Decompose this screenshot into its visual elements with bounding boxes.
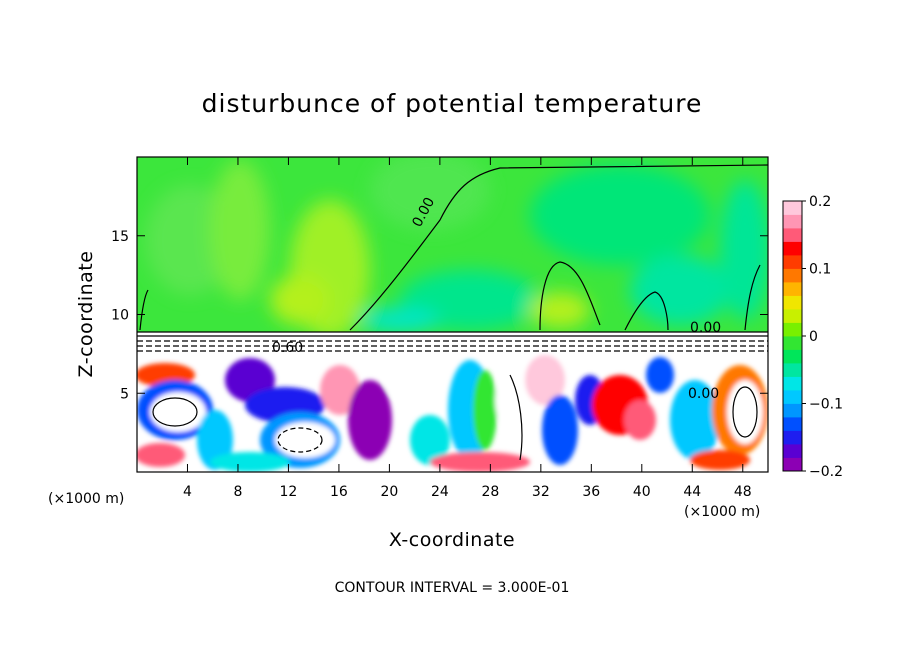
y-tick-label: 10 (111, 308, 129, 324)
colorbar-cell (783, 309, 802, 323)
colorbar-ticks: 0.2 0.1 0 −0.1 −0.2 (802, 194, 843, 480)
colorbar-cell (783, 363, 802, 377)
lower-layer-turbulence (137, 355, 768, 472)
y-axis-ticks: 5 10 15 (111, 229, 768, 402)
contour-lines (137, 164, 768, 461)
colorbar-cell (783, 228, 802, 242)
y-tick-label: 15 (111, 229, 129, 245)
colorbar-cell (783, 349, 802, 364)
colorbar-cell (783, 322, 802, 337)
colorbar-cell (783, 376, 802, 391)
x-tick-label: 16 (330, 484, 348, 500)
colorbar-cell (783, 336, 802, 350)
colorbar-cell (783, 255, 802, 269)
x-tick-label: 4 (183, 484, 192, 500)
colorbar: 0.2 0.1 0 −0.1 −0.2 (782, 194, 843, 480)
x-tick-label: 32 (532, 484, 550, 500)
inversion-band (137, 332, 768, 352)
colorbar-cell (783, 201, 802, 215)
colorbar-cell (783, 282, 802, 296)
contour-label-band: 0.60 (272, 340, 303, 356)
x-tick-label: 44 (683, 484, 701, 500)
x-tick-label: 12 (280, 484, 298, 500)
x-tick-label: 48 (734, 484, 752, 500)
colorbar-cell (783, 430, 802, 445)
colorbar-cell (783, 403, 802, 418)
colorbar-cell (783, 417, 802, 431)
x-axis-ticks: 4 8 12 16 20 24 28 32 36 40 44 48 (183, 157, 752, 500)
contour-interval-note: CONTOUR INTERVAL = 3.000E-01 (335, 580, 570, 596)
colorbar-cell (783, 295, 802, 310)
colorbar-tick-label: −0.1 (809, 397, 843, 413)
x-tick-label: 24 (431, 484, 449, 500)
upper-layer-shading (145, 157, 768, 340)
x-tick-label: 28 (481, 484, 499, 500)
x-unit-left: (×1000 m) (48, 491, 124, 507)
y-axis-label: Z-coordinate (75, 251, 97, 378)
colorbar-cell (783, 457, 802, 472)
chart-title: disturbunce of potential temperature (202, 89, 703, 118)
colorbar-cells (783, 201, 802, 472)
colorbar-tick-label: −0.2 (809, 464, 843, 480)
x-axis-label: X-coordinate (389, 529, 515, 551)
colorbar-cell (783, 390, 802, 404)
x-tick-label: 20 (380, 484, 398, 500)
x-tick-label: 36 (582, 484, 600, 500)
colorbar-cell (783, 214, 802, 229)
colorbar-tick-label: 0 (809, 329, 818, 345)
contour-label-lower: 0.00 (688, 386, 719, 402)
colorbar-cell (783, 268, 802, 283)
x-tick-label: 40 (633, 484, 651, 500)
y-tick-label: 5 (120, 386, 129, 402)
colorbar-tick-label: 0.2 (809, 194, 831, 210)
plot-area (137, 157, 768, 472)
x-tick-label: 8 (233, 484, 242, 500)
colorbar-cell (783, 444, 802, 458)
colorbar-cell (783, 241, 802, 256)
colorbar-tick-label: 0.1 (809, 262, 831, 278)
x-unit-right: (×1000 m) (684, 504, 760, 520)
contour-label-right: 0.00 (690, 320, 721, 336)
